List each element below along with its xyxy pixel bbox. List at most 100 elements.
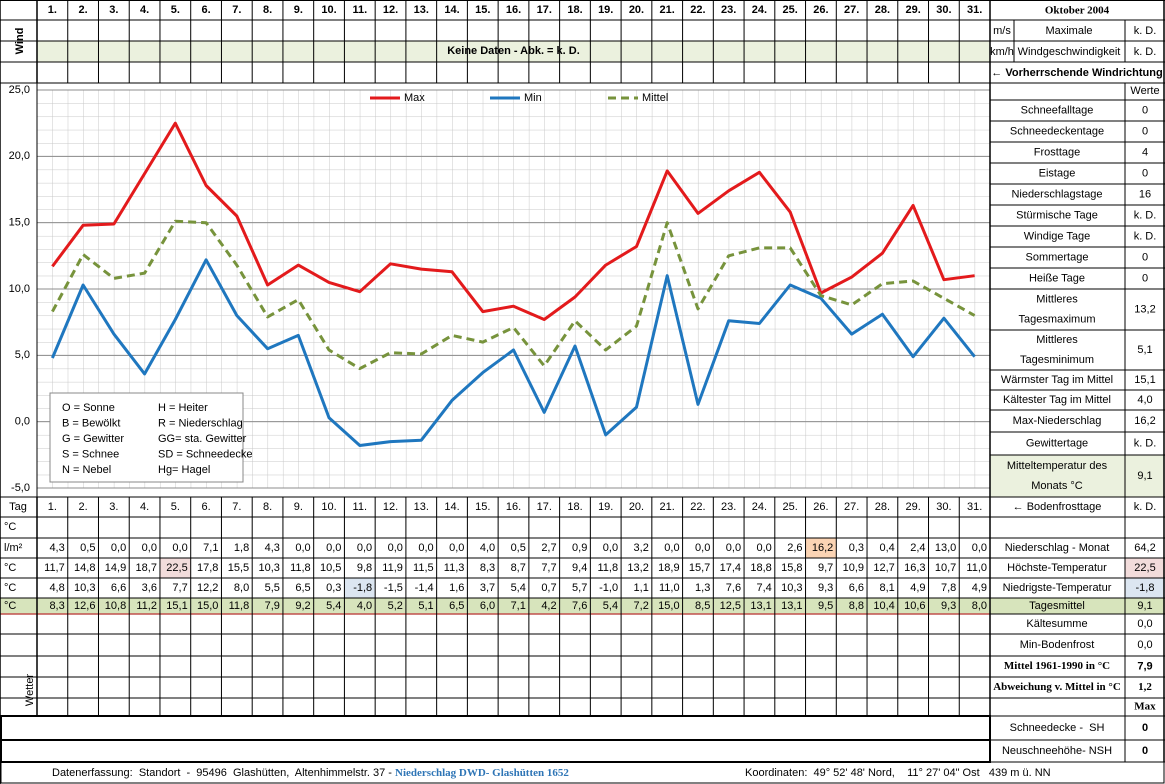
precip-cell: 0,0 [664, 542, 679, 554]
day-label: 23. [721, 501, 736, 513]
temp-cell: 8,3 [49, 600, 64, 612]
temp-cell: 0,7 [541, 582, 556, 594]
temp-cell: -1,8 [353, 582, 372, 594]
precip-cell: 16,2 [812, 542, 833, 554]
day-label: 9. [294, 4, 303, 16]
day-label: 10. [321, 501, 336, 513]
y-tick-label: 15,0 [9, 217, 30, 229]
temp-cell: 13,2 [627, 562, 648, 574]
day-label: 1. [48, 4, 57, 16]
precip-cell: 0,9 [572, 542, 587, 554]
day-label: 11. [353, 501, 367, 513]
precip-cell: 2,4 [910, 542, 925, 554]
temp-cell: 11,0 [966, 562, 987, 574]
temp-cell: 1,6 [449, 582, 464, 594]
temp-cell: 9,8 [357, 562, 372, 574]
day-label: 5. [171, 4, 180, 16]
day-label: 19. [598, 4, 613, 16]
unit-label: °C [4, 600, 16, 612]
cell-fill [159, 558, 191, 578]
symbol-key: G = Gewitter [62, 433, 124, 445]
summary-label: Niederschlag - Monat [1005, 542, 1110, 554]
temp-cell: 18,9 [658, 562, 679, 574]
temp-cell: 11,3 [444, 562, 465, 574]
summary-value: 7,9 [1137, 660, 1152, 672]
summary-label: Kältesumme [1026, 618, 1087, 630]
temp-cell: 8,0 [234, 582, 249, 594]
day-label: 11. [352, 4, 367, 16]
temp-cell: 11,2 [136, 600, 157, 612]
y-tick-label: 25,0 [9, 84, 30, 96]
day-label: 13. [414, 4, 429, 16]
precip-cell: 0,5 [80, 542, 95, 554]
stat-value: 13,2 [1134, 303, 1155, 315]
temp-cell: 4,9 [972, 582, 987, 594]
temp-cell: 11,8 [290, 562, 311, 574]
y-tick-label: 20,0 [9, 150, 30, 162]
temp-cell: 8,7 [511, 562, 526, 574]
cell-fill [344, 578, 376, 598]
precip-cell: 4,3 [49, 542, 64, 554]
stat-value: 4,0 [1137, 394, 1152, 406]
precip-cell: 0,0 [172, 542, 187, 554]
day-label: 27. [844, 501, 859, 513]
stat-label: Sommertage [1026, 251, 1089, 263]
day-label: 30. [936, 4, 951, 16]
day-label: 28. [875, 501, 890, 513]
day-label: 25. [783, 501, 798, 513]
day-label: 12. [383, 4, 398, 16]
stat-value: 16 [1139, 188, 1151, 200]
precip-cell: 0,0 [357, 542, 372, 554]
temp-cell: 13,1 [750, 600, 771, 612]
stat-label: Wärmster Tag im Mittel [1001, 374, 1113, 386]
temp-cell: 10,8 [105, 600, 126, 612]
precip-cell: 0,0 [295, 542, 310, 554]
day-label: 15. [475, 501, 490, 513]
unit-label: l/m² [4, 542, 23, 554]
wind-direction: ← Vorherrschende Windrichtung [991, 67, 1162, 79]
summary-label: Niedrigste-Temperatur [1003, 582, 1112, 594]
temp-cell: 8,3 [480, 562, 495, 574]
symbol-key-box [49, 392, 244, 483]
temp-cell: 11,8 [598, 562, 619, 574]
stat-label: Gewittertage [1026, 437, 1088, 449]
summary-value: 1,2 [1138, 681, 1152, 693]
symbol-key: O = Sonne [62, 402, 115, 414]
day-label: 31. [967, 4, 982, 16]
temp-cell: 10,5 [320, 562, 341, 574]
wind-max-label: Maximale [1045, 25, 1092, 37]
temp-cell: 7,7 [541, 562, 556, 574]
symbol-key: Hg= Hagel [158, 464, 210, 476]
stat-value: 0 [1142, 167, 1148, 179]
temp-cell: 5,4 [603, 600, 618, 612]
summary-label: Min-Bodenfrost [1020, 639, 1095, 651]
summary-value: k. D. [1134, 501, 1157, 513]
y-tick-label: 0,0 [15, 416, 30, 428]
day-label: 14. [444, 501, 459, 513]
temp-cell: 10,3 [781, 582, 802, 594]
temp-cell: 16,3 [904, 562, 925, 574]
precip-cell: 4,0 [480, 542, 495, 554]
stat-label: Eistage [1039, 167, 1076, 179]
stats-header: Werte [1130, 85, 1159, 97]
temp-cell: -1,0 [599, 582, 618, 594]
legend-label: Mittel [642, 92, 668, 104]
day-label: 22. [690, 4, 705, 16]
y-tick-label: 5,0 [15, 349, 30, 361]
temp-cell: 10,6 [904, 600, 925, 612]
stat-value: k. D. [1134, 209, 1157, 221]
precip-cell: 0,0 [972, 542, 987, 554]
temp-cell: 11,9 [382, 562, 403, 574]
temp-cell: 11,8 [229, 600, 250, 612]
temp-cell: 3,6 [142, 582, 157, 594]
symbol-key: H = Heiter [158, 402, 208, 414]
precip-cell: 4,3 [265, 542, 280, 554]
temp-cell: 0,3 [326, 582, 341, 594]
temp-cell: -1,5 [384, 582, 403, 594]
temp-cell: 8,1 [879, 582, 894, 594]
precip-cell: 13,0 [935, 542, 956, 554]
temp-cell: 13,1 [781, 600, 802, 612]
stat-label: Monats °C [1031, 480, 1083, 492]
day-label: 2. [79, 4, 88, 16]
y-tick-label: 10,0 [9, 283, 30, 295]
